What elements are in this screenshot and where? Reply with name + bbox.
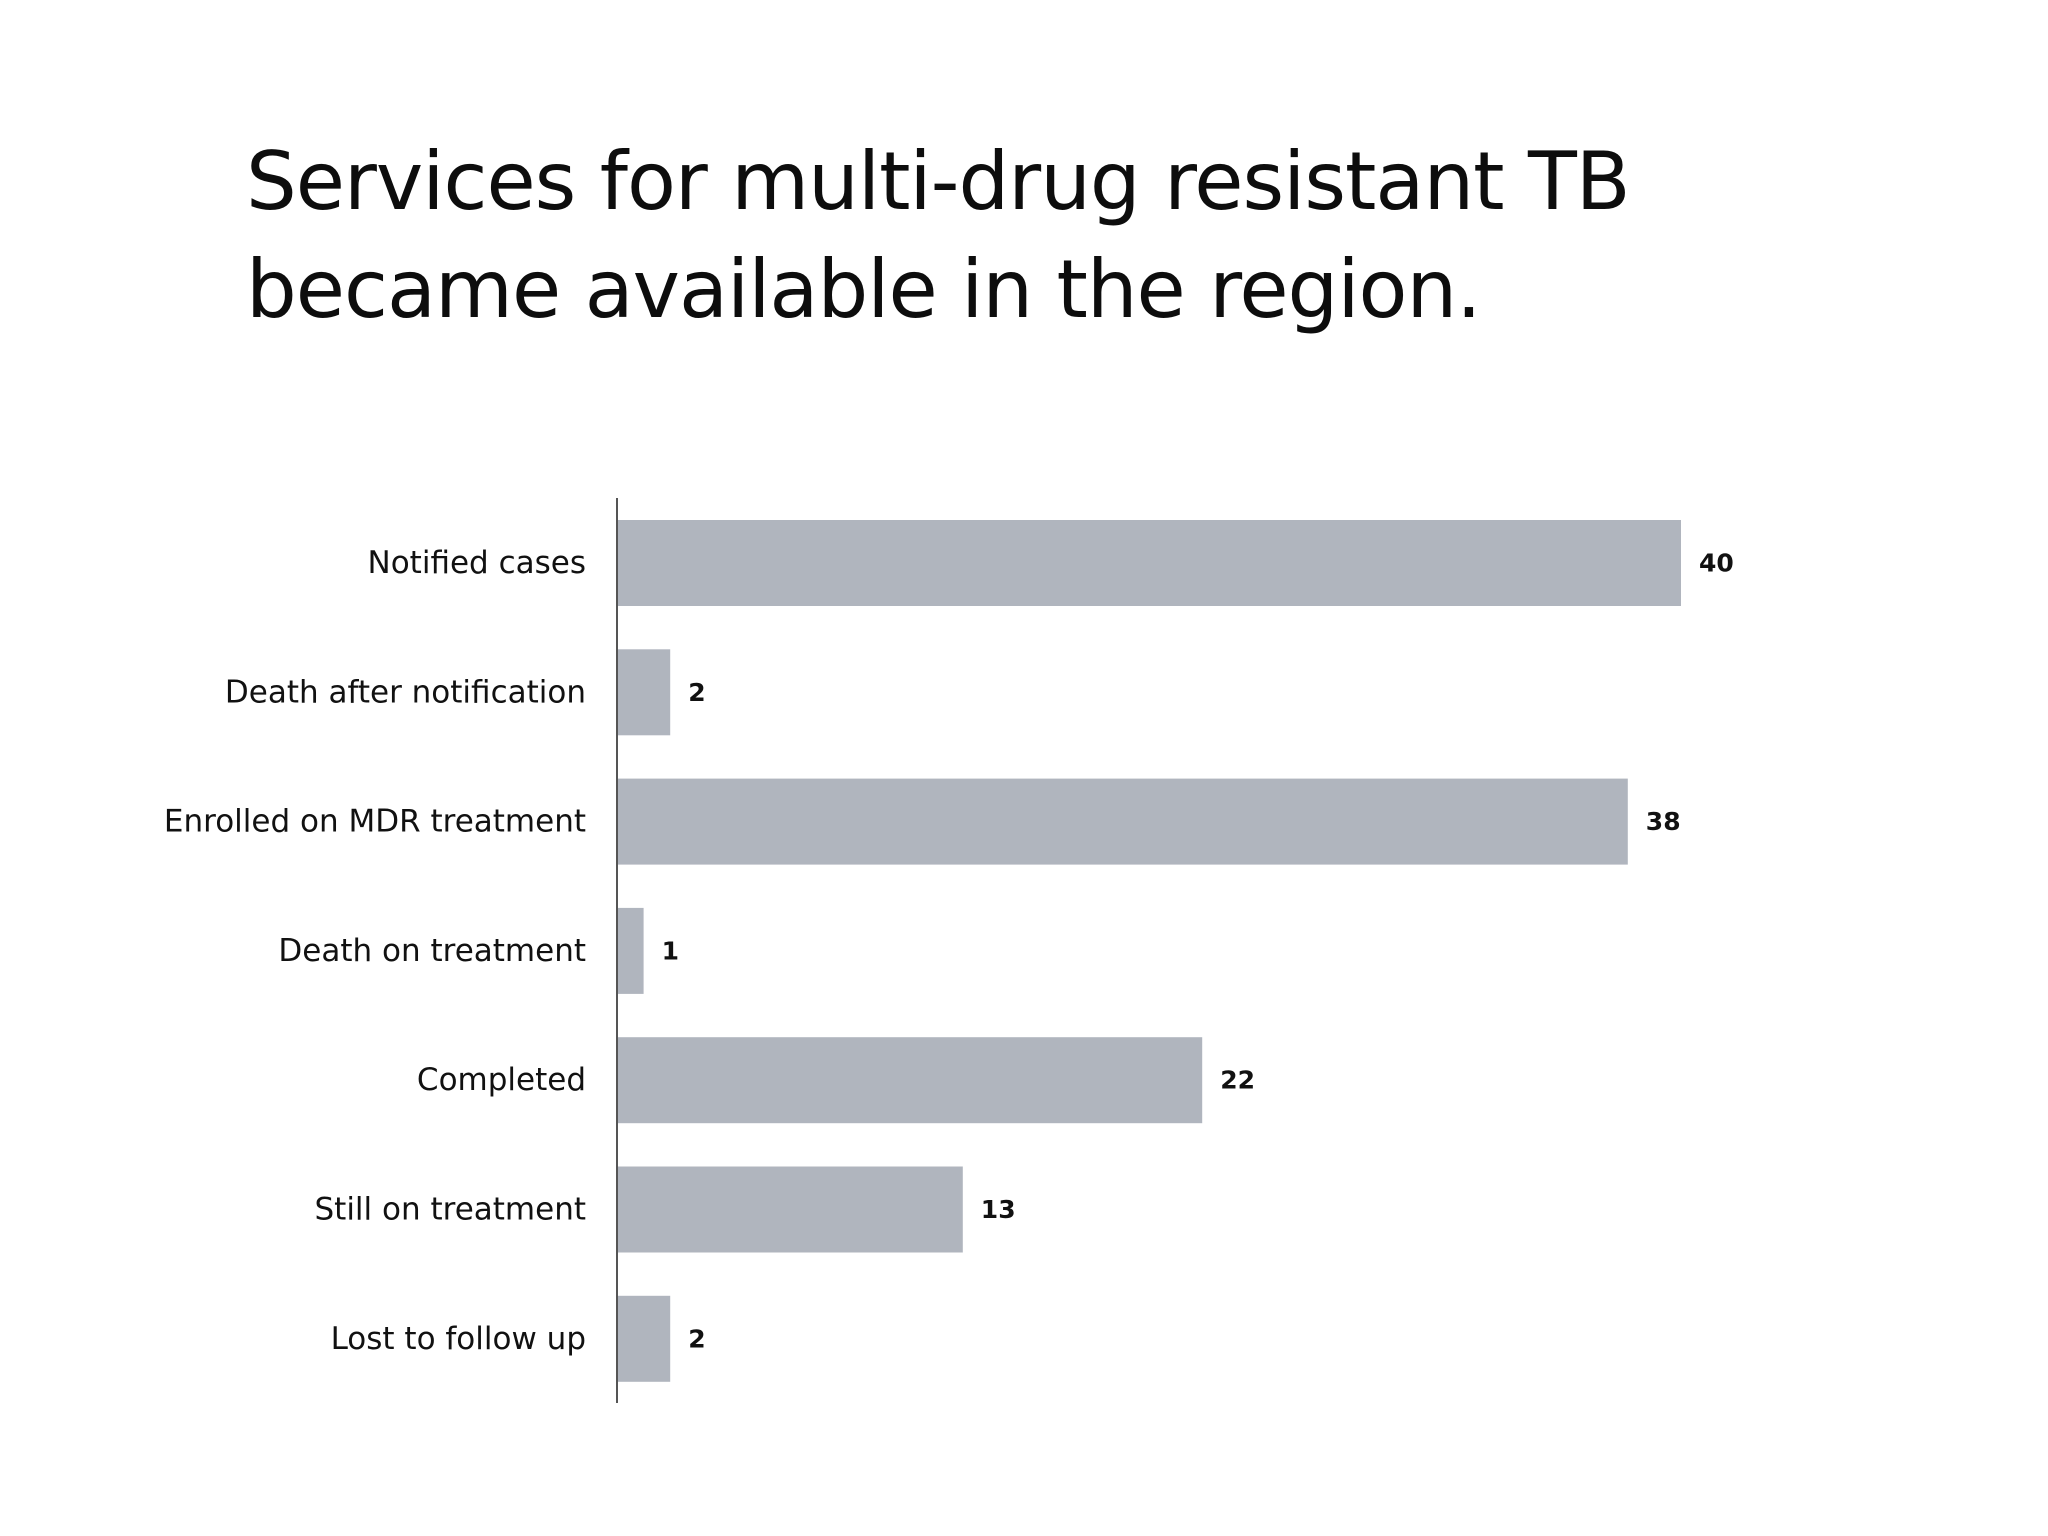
value-label-notified-cases: 40: [1699, 549, 1734, 578]
bars-group: [617, 520, 1681, 1382]
value-labels-group: 40 2 38 1 22 13 2: [662, 549, 1734, 1354]
bar-still-on-treatment: [617, 1166, 963, 1253]
bar-notified-cases: [617, 520, 1681, 606]
value-label-death-on-treatment: 1: [662, 936, 679, 965]
value-label-enrolled-on-mdr-treatment: 38: [1646, 807, 1681, 836]
bar-death-on-treatment: [617, 907, 644, 994]
value-label-death-after-notification: 2: [688, 678, 705, 707]
bar-death-after-notification: [617, 649, 671, 736]
category-label-enrolled-on-mdr-treatment: Enrolled on MDR treatment: [164, 804, 586, 840]
category-label-completed: Completed: [417, 1062, 586, 1098]
category-label-death-after-notification: Death after notification: [225, 674, 586, 710]
bar-completed: [617, 1037, 1203, 1124]
category-label-death-on-treatment: Death on treatment: [278, 933, 586, 969]
bar-enrolled-on-mdr-treatment: [617, 778, 1628, 865]
bar-lost-to-follow-up: [617, 1295, 671, 1382]
value-label-still-on-treatment: 13: [981, 1195, 1016, 1224]
value-label-completed: 22: [1220, 1066, 1255, 1095]
category-label-lost-to-follow-up: Lost to follow up: [331, 1321, 586, 1357]
category-labels-group: Notified cases Death after notification En…: [164, 545, 586, 1357]
category-label-notified-cases: Notified cases: [368, 545, 586, 581]
slide-title-line-2: became available in the region.: [246, 243, 1482, 336]
slide-title-line-1: Services for multi-drug resistant TB: [246, 135, 1631, 228]
category-label-still-on-treatment: Still on treatment: [314, 1192, 586, 1228]
slide-title: Services for multi-drug resistant TB bec…: [246, 128, 1946, 344]
value-label-lost-to-follow-up: 2: [688, 1324, 705, 1353]
